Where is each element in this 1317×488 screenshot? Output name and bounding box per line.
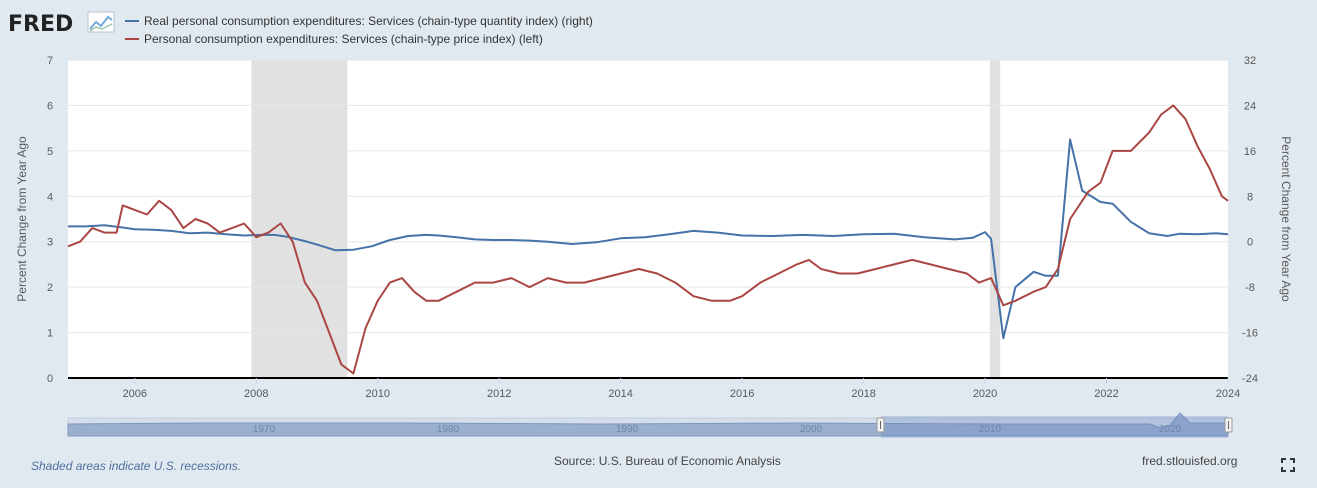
y2-tick-label: 24 xyxy=(1244,100,1256,112)
x-tick-label: 2008 xyxy=(244,388,268,400)
y-axis-right-ticks: -24 -16 -8 0 8 16 24 32 xyxy=(1242,55,1258,385)
recession-band-1 xyxy=(989,60,1001,378)
legend: Real personal consumption expenditures: … xyxy=(125,14,593,46)
x-tick-label: 2020 xyxy=(973,388,997,400)
y2-tick-label: -24 xyxy=(1242,373,1258,385)
y-tick-label: 3 xyxy=(47,237,53,249)
y-axis-left-title: Percent Change from Year Ago xyxy=(15,136,29,302)
x-tick-label: 2024 xyxy=(1216,388,1240,400)
y-tick-label: 4 xyxy=(47,191,53,203)
navigator-selected-range[interactable] xyxy=(881,416,1228,438)
navigator-labels: 1970 1980 1990 2000 2010 2020 xyxy=(253,424,1182,435)
gridlines xyxy=(68,59,1228,334)
y2-tick-label: 0 xyxy=(1247,237,1253,249)
logo-graph-icon xyxy=(87,11,115,33)
recession-note: Shaded areas indicate U.S. recessions. xyxy=(31,459,242,473)
legend-item-price[interactable]: Personal consumption expenditures: Servi… xyxy=(125,32,543,46)
x-tick-label: 2016 xyxy=(730,388,754,400)
legend-label-quantity: Real personal consumption expenditures: … xyxy=(144,14,593,28)
logo-text: FRED xyxy=(8,12,73,37)
navigator-label: 2010 xyxy=(979,424,1002,435)
y-axis-left-ticks: 0 1 2 3 4 5 6 7 xyxy=(47,55,53,385)
y-axis-right-title: Percent Change from Year Ago xyxy=(1279,136,1293,302)
x-tick-label: 2006 xyxy=(123,388,147,400)
recession-bands xyxy=(251,60,1001,378)
range-navigator[interactable]: 1970 1980 1990 2000 2010 2020 xyxy=(67,412,1233,438)
series-line-price[interactable] xyxy=(67,104,1229,375)
recession-band-0 xyxy=(251,60,348,378)
navigator-label: 2020 xyxy=(1159,424,1182,435)
y2-tick-label: -16 xyxy=(1242,328,1258,340)
fred-logo[interactable]: FRED xyxy=(8,11,115,37)
y-tick-label: 5 xyxy=(47,146,53,158)
x-axis-ticks: 2006 2008 2010 2012 2014 2016 2018 2020 2022 2024 xyxy=(123,378,1240,400)
plot-area xyxy=(68,60,1228,378)
y-tick-label: 0 xyxy=(47,373,53,385)
x-tick-label: 2018 xyxy=(851,388,875,400)
legend-item-quantity[interactable]: Real personal consumption expenditures: … xyxy=(125,14,593,28)
x-tick-label: 2022 xyxy=(1094,388,1118,400)
y-tick-label: 1 xyxy=(47,328,53,340)
y2-tick-label: -8 xyxy=(1245,282,1255,294)
y-tick-label: 2 xyxy=(47,282,53,294)
y2-tick-label: 32 xyxy=(1244,55,1256,67)
x-tick-label: 2012 xyxy=(487,388,511,400)
navigator-label: 2000 xyxy=(800,424,823,435)
fullscreen-icon[interactable] xyxy=(1280,457,1296,473)
y2-tick-label: 8 xyxy=(1247,191,1253,203)
y-tick-label: 7 xyxy=(47,55,53,67)
navigator-label: 1970 xyxy=(253,424,276,435)
navigator-label: 1980 xyxy=(437,424,460,435)
source-url[interactable]: fred.stlouisfed.org xyxy=(1142,454,1238,468)
legend-label-price: Personal consumption expenditures: Servi… xyxy=(144,32,543,46)
navigator-label: 1990 xyxy=(616,424,639,435)
navigator-series-area xyxy=(67,412,1229,437)
series-line-quantity[interactable] xyxy=(68,138,1229,340)
x-tick-label: 2014 xyxy=(608,388,632,400)
series-lines xyxy=(67,104,1229,375)
y2-tick-label: 16 xyxy=(1244,146,1256,158)
x-tick-label: 2010 xyxy=(365,388,389,400)
source-text: Source: U.S. Bureau of Economic Analysis xyxy=(554,454,781,468)
y-tick-label: 6 xyxy=(47,100,53,112)
